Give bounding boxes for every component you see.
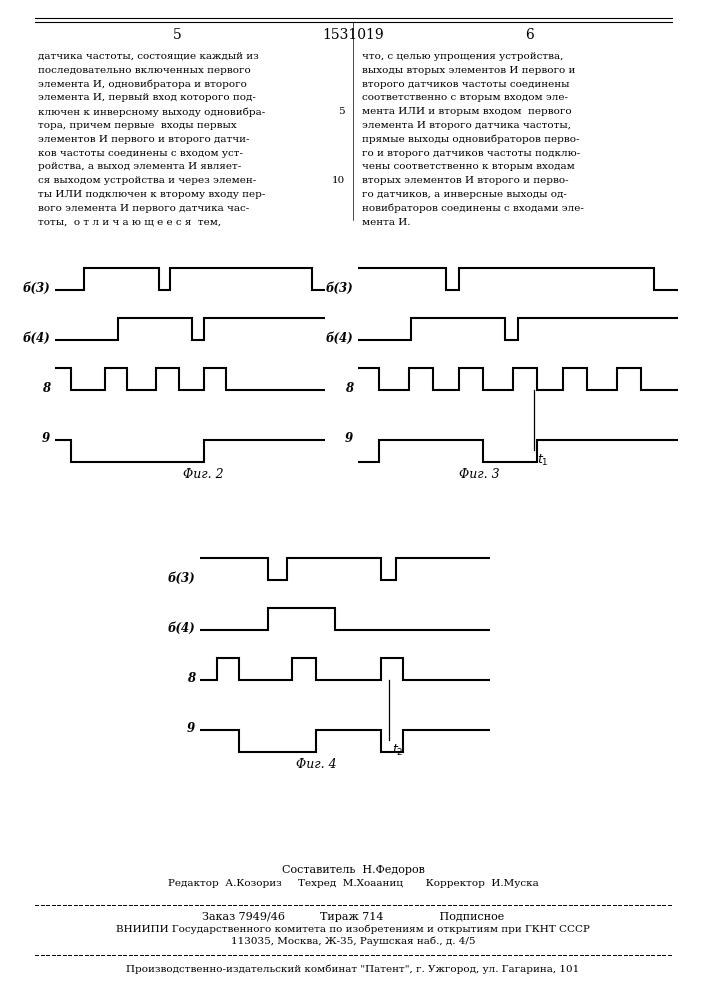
Text: б(3): б(3) [23,282,50,294]
Text: Составитель  Н.Федоров: Составитель Н.Федоров [281,865,424,875]
Text: последовательно включенных первого: последовательно включенных первого [38,66,251,75]
Text: 113035, Москва, Ж-35, Раушская наб., д. 4/5: 113035, Москва, Ж-35, Раушская наб., д. … [230,936,475,946]
Text: Редактор  А.Козориз     Техред  М.Хоааниц       Корректор  И.Муска: Редактор А.Козориз Техред М.Хоааниц Корр… [168,880,538,888]
Text: вторых элементов И второго и перво-: вторых элементов И второго и перво- [362,176,568,185]
Text: прямые выходы одновибраторов перво-: прямые выходы одновибраторов перво- [362,135,580,144]
Text: б(3): б(3) [325,282,353,294]
Text: ся выходом устройства и через элемен-: ся выходом устройства и через элемен- [38,176,256,185]
Text: вого элемента И первого датчика час-: вого элемента И первого датчика час- [38,204,250,213]
Text: ВНИИПИ Государственного комитета по изобретениям и открытиям при ГКНТ СССР: ВНИИПИ Государственного комитета по изоб… [116,924,590,934]
Text: б(3): б(3) [168,572,195,584]
Text: $t_1$: $t_1$ [537,453,549,468]
Text: 6: 6 [525,28,534,42]
Text: 9: 9 [187,722,195,734]
Text: ков частоты соединены с входом уст-: ков частоты соединены с входом уст- [38,149,243,158]
Text: 8: 8 [42,381,50,394]
Text: Заказ 7949/46          Тираж 714                Подписное: Заказ 7949/46 Тираж 714 Подписное [202,912,504,922]
Text: новибраторов соединены с входами эле-: новибраторов соединены с входами эле- [362,204,584,213]
Text: тоты,  о т л и ч а ю щ е е с я  тем,: тоты, о т л и ч а ю щ е е с я тем, [38,218,221,227]
Text: б(4): б(4) [23,332,50,344]
Text: элементов И первого и второго датчи-: элементов И первого и второго датчи- [38,135,250,144]
Text: чены соответственно к вторым входам: чены соответственно к вторым входам [362,162,575,171]
Text: что, с целью упрощения устройства,: что, с целью упрощения устройства, [362,52,563,61]
Text: 1531019: 1531019 [322,28,384,42]
Text: мента ИЛИ и вторым входом  первого: мента ИЛИ и вторым входом первого [362,107,572,116]
Text: элемента И, первый вход которого под-: элемента И, первый вход которого под- [38,93,256,102]
Text: 9: 9 [42,432,50,444]
Text: ты ИЛИ подключен к второму входу пер-: ты ИЛИ подключен к второму входу пер- [38,190,265,199]
Text: б(4): б(4) [325,332,353,344]
Text: тора, причем первые  входы первых: тора, причем первые входы первых [38,121,237,130]
Text: Φиг. 3: Φиг. 3 [460,468,500,482]
Text: элемента И второго датчика частоты,: элемента И второго датчика частоты, [362,121,571,130]
Text: $t_2$: $t_2$ [392,743,403,758]
Text: 9: 9 [345,432,353,444]
Text: го датчиков, а инверсные выходы од-: го датчиков, а инверсные выходы од- [362,190,567,199]
Text: соответственно с вторым входом эле-: соответственно с вторым входом эле- [362,93,568,102]
Text: 8: 8 [187,672,195,684]
Text: Производственно-издательский комбинат "Патент", г. Ужгород, ул. Гагарина, 101: Производственно-издательский комбинат "П… [127,964,580,974]
Text: ройства, а выход элемента И являет-: ройства, а выход элемента И являет- [38,162,241,171]
Text: выходы вторых элементов И первого и: выходы вторых элементов И первого и [362,66,575,75]
Text: Φиг. 4: Φиг. 4 [296,758,337,772]
Text: ключен к инверсному выходу одновибра-: ключен к инверсному выходу одновибра- [38,107,265,117]
Text: 10: 10 [332,176,345,185]
Text: 5: 5 [173,28,182,42]
Text: Φиг. 2: Φиг. 2 [183,468,224,482]
Text: 5: 5 [339,107,345,116]
Text: датчика частоты, состоящие каждый из: датчика частоты, состоящие каждый из [38,52,259,61]
Text: 8: 8 [345,381,353,394]
Text: элемента И, одновибратора и второго: элемента И, одновибратора и второго [38,80,247,89]
Text: мента И.: мента И. [362,218,411,227]
Text: го и второго датчиков частоты подклю-: го и второго датчиков частоты подклю- [362,149,580,158]
Text: второго датчиков частоты соединены: второго датчиков частоты соединены [362,80,570,89]
Text: б(4): б(4) [168,621,195,635]
